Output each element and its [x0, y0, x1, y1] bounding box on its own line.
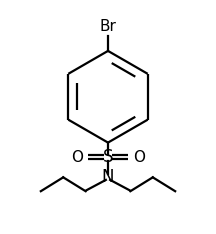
- Text: S: S: [103, 148, 113, 166]
- Text: O: O: [133, 150, 145, 165]
- Text: O: O: [71, 150, 83, 165]
- Text: Br: Br: [100, 19, 116, 34]
- Text: N: N: [102, 168, 114, 186]
